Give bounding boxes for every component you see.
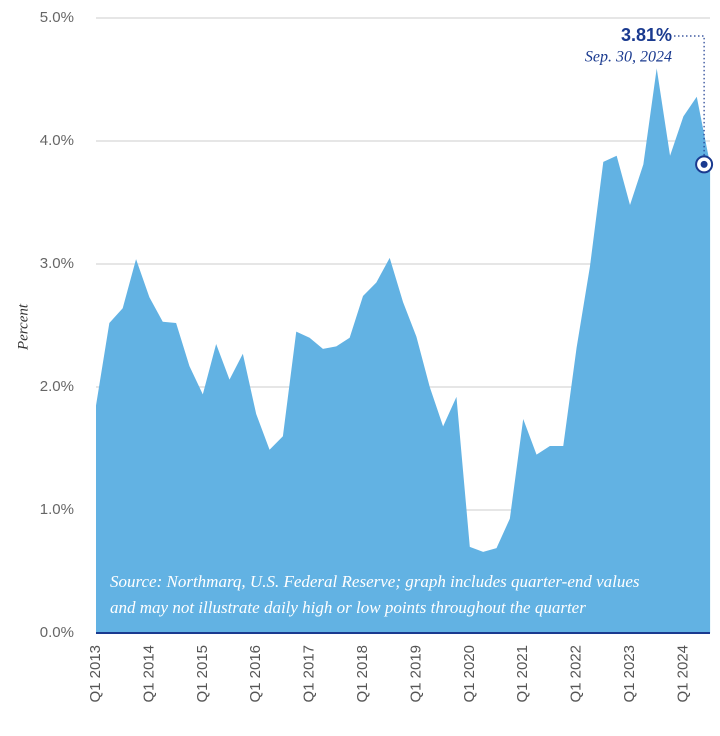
- x-tick-label: Q1 2019: [407, 645, 424, 703]
- y-tick-label: 4.0%: [40, 132, 74, 149]
- x-tick-label: Q1 2017: [301, 645, 318, 703]
- y-tick-label: 3.0%: [40, 255, 74, 272]
- y-tick-label: 2.0%: [40, 378, 74, 395]
- x-tick-label: Q1 2022: [568, 645, 585, 703]
- y-tick-label: 0.0%: [40, 624, 74, 641]
- area-layer: [96, 68, 711, 634]
- source-note: Source: Northmarq, U.S. Federal Reserve;…: [110, 572, 640, 591]
- last-point-center: [700, 160, 708, 168]
- y-axis-label: Percent: [15, 303, 31, 351]
- x-tick-label: Q1 2024: [674, 645, 691, 703]
- area: [96, 68, 711, 634]
- x-tick-label: Q1 2014: [140, 645, 157, 703]
- x-tick-label: Q1 2023: [621, 645, 638, 703]
- x-tick-label: Q1 2013: [87, 645, 104, 703]
- source-note: and may not illustrate daily high or low…: [110, 598, 586, 617]
- x-tick-label: Q1 2016: [247, 645, 264, 703]
- x-tick-label: Q1 2018: [354, 645, 371, 703]
- y-tick-label: 1.0%: [40, 501, 74, 518]
- overlay: Q1 2013 Q1 2014 Q1 2015 Q1 2016 Q1 2017 Q1 20…: [87, 25, 714, 703]
- annotation-date: Sep. 30, 2024: [585, 49, 672, 66]
- x-tick-label: Q1 2020: [461, 645, 478, 703]
- y-tick-label: 5.0%: [40, 9, 74, 26]
- annotation-value: 3.81%: [621, 25, 672, 45]
- x-tick-label: Q1 2015: [194, 645, 211, 703]
- x-tick-label: Q1 2021: [514, 645, 531, 703]
